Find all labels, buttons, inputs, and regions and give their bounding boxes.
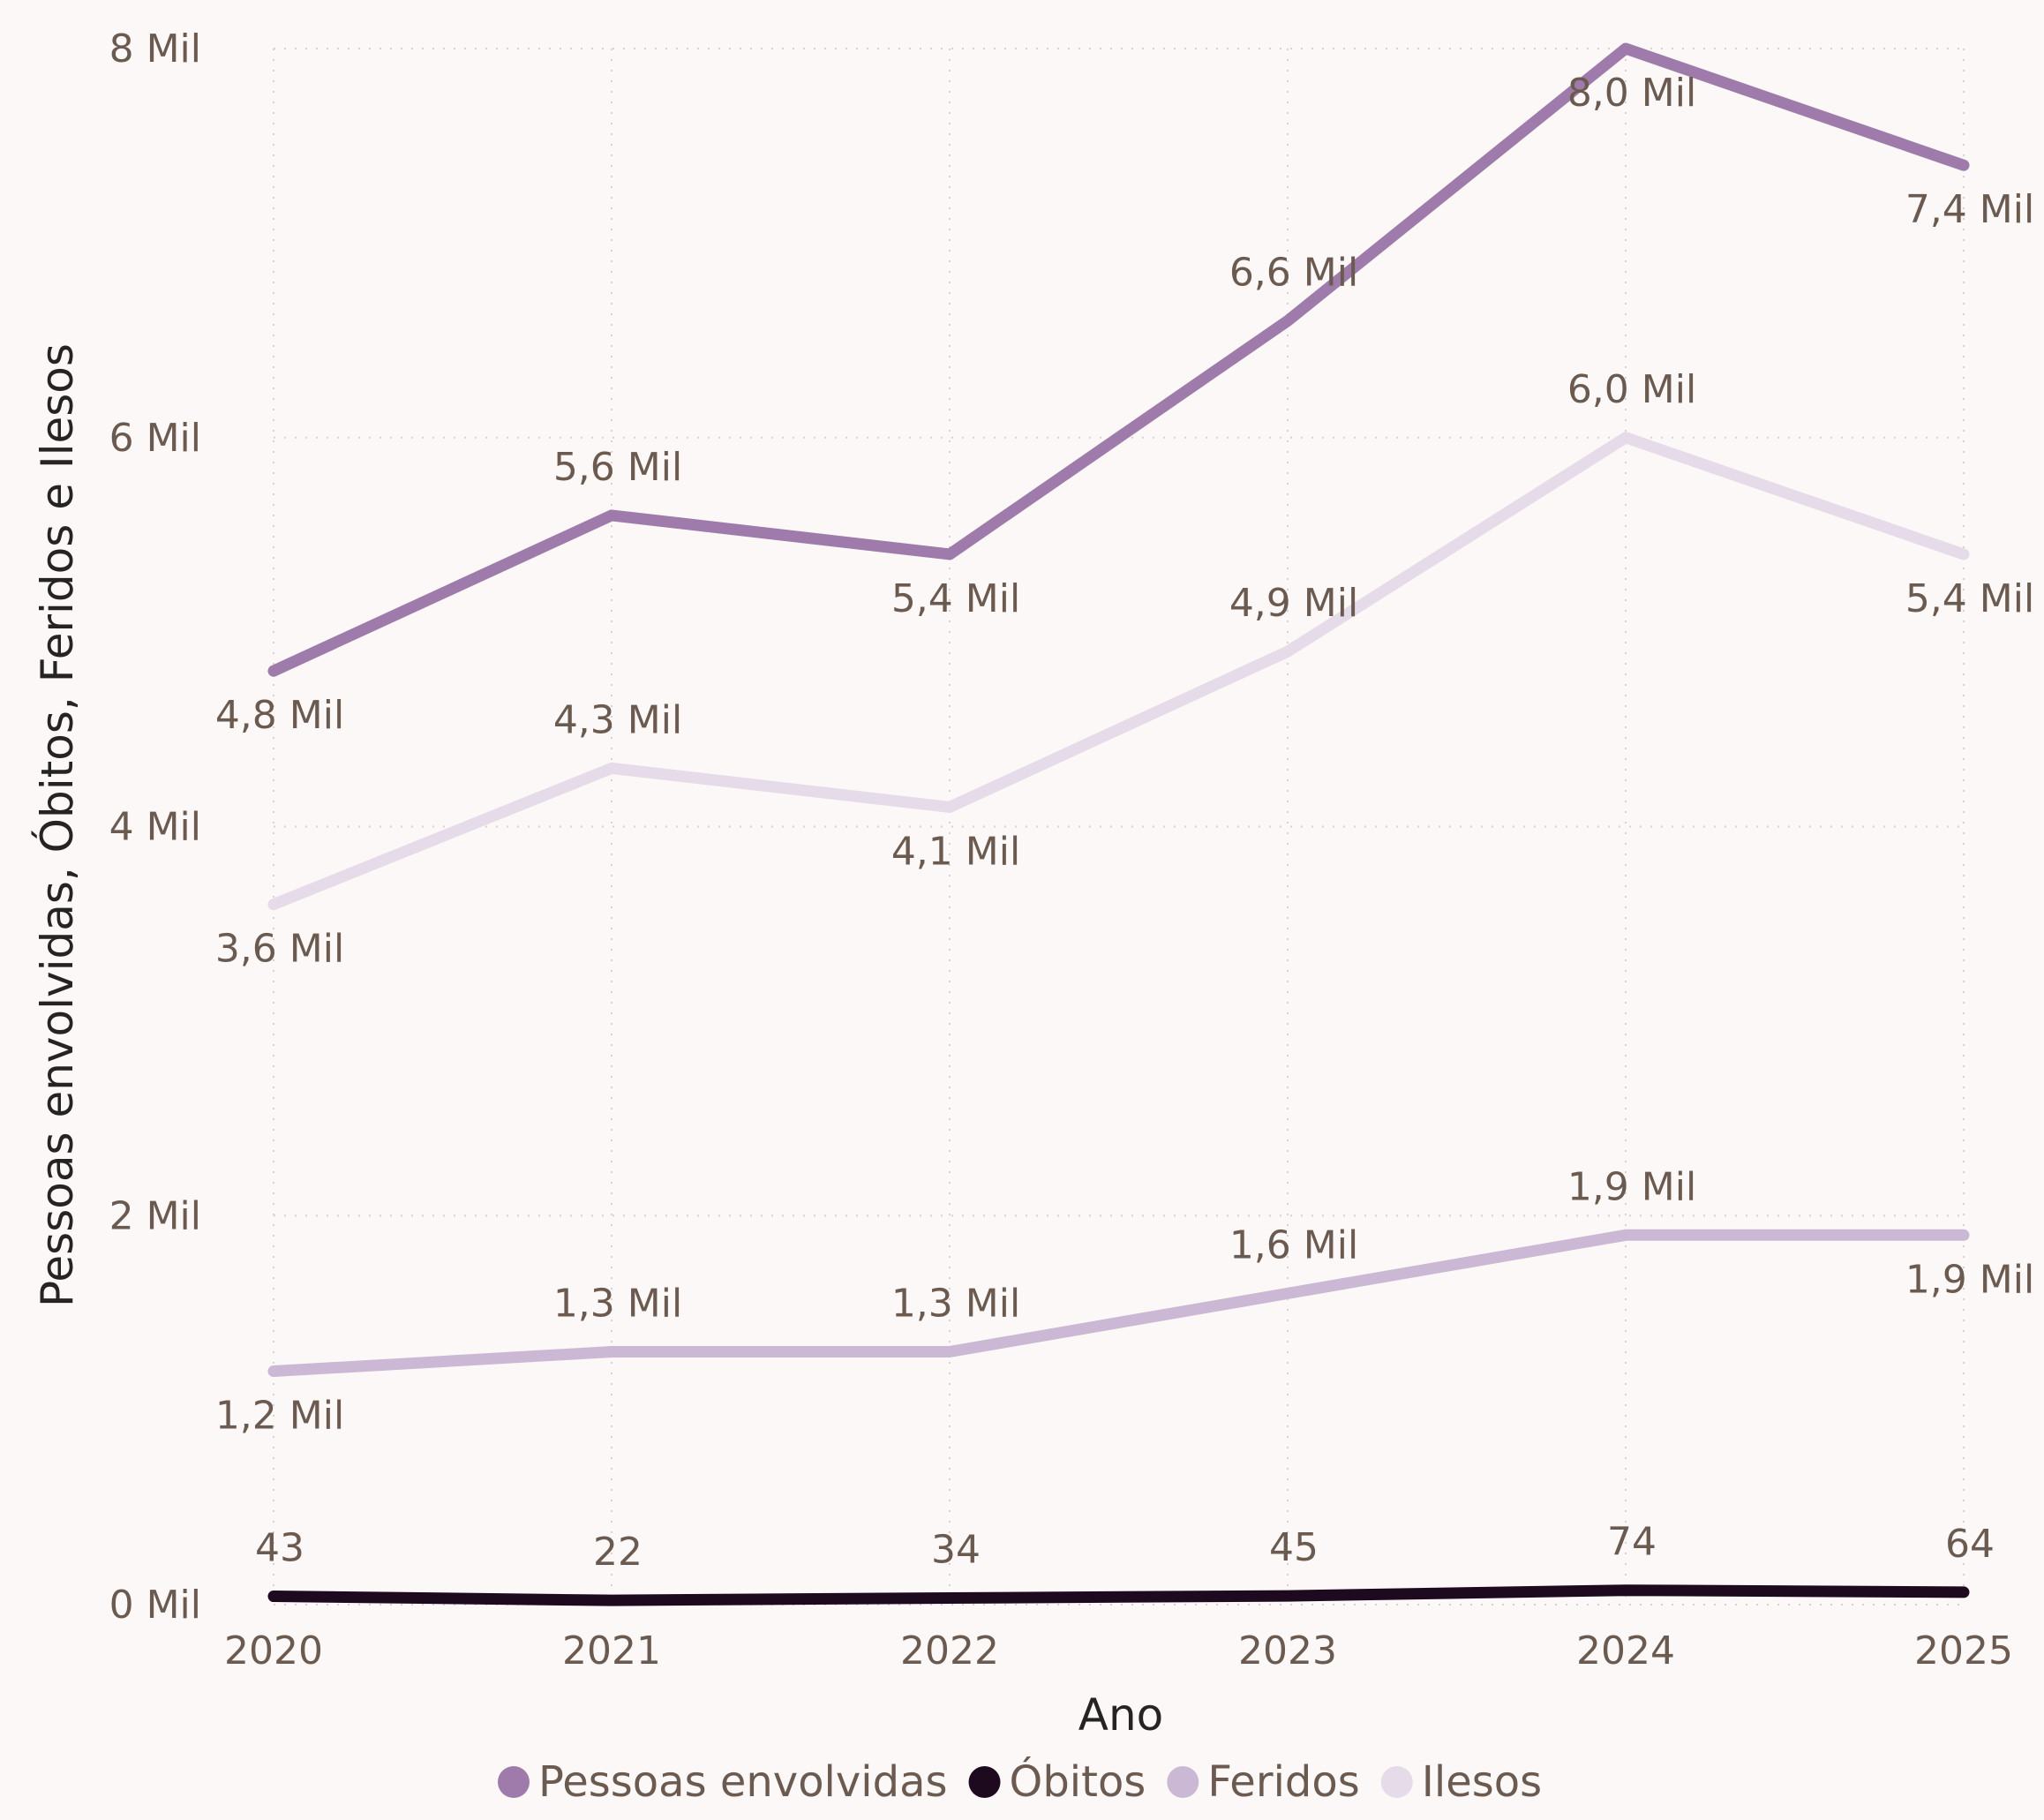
series-line-0: [267, 42, 1970, 677]
x-axis: 2020 2021 2022 2023 2024 2025: [224, 1628, 2013, 1673]
data-label: 4,3 Mil: [553, 697, 682, 742]
y-tick-label: 2 Mil: [109, 1193, 201, 1238]
data-label: 6,0 Mil: [1567, 367, 1696, 412]
data-label: 5,4 Mil: [1905, 576, 2034, 621]
data-label: 1,6 Mil: [1229, 1222, 1358, 1267]
legend-label: Óbitos: [1010, 1756, 1146, 1807]
x-tick-label: 2022: [900, 1628, 999, 1673]
series-line-2: [267, 1229, 1970, 1378]
y-tick-label: 8 Mil: [109, 26, 201, 71]
legend-label: Feridos: [1207, 1757, 1359, 1807]
legend-marker: [968, 1766, 1001, 1798]
y-tick-label: 6 Mil: [109, 416, 201, 461]
legend: Pessoas envolvidas Óbitos Feridos Ilesos: [498, 1756, 1542, 1807]
x-tick-label: 2021: [562, 1628, 661, 1673]
data-label: 34: [931, 1528, 981, 1573]
legend-label: Pessoas envolvidas: [538, 1757, 948, 1807]
data-label: 1,3 Mil: [891, 1282, 1020, 1327]
data-label: 74: [1607, 1520, 1657, 1565]
gridlines: [273, 48, 1965, 1606]
data-labels: 4,8 Mil 5,6 Mil 5,4 Mil 6,6 Mil 8,0 Mil 7,4 M…: [215, 71, 2034, 1575]
data-label: 64: [1945, 1522, 1995, 1567]
data-label: 3,6 Mil: [215, 927, 344, 972]
x-tick-label: 2024: [1576, 1628, 1675, 1673]
legend-marker: [1380, 1766, 1413, 1798]
y-tick-label: 4 Mil: [109, 805, 201, 850]
x-axis-title: Ano: [1078, 1689, 1163, 1741]
legend-marker: [498, 1766, 530, 1798]
series-line-1: [267, 1584, 1970, 1606]
data-label: 22: [593, 1530, 643, 1575]
x-tick-label: 2020: [224, 1628, 323, 1673]
data-label: 1,2 Mil: [215, 1394, 344, 1439]
data-label: 4,9 Mil: [1229, 581, 1358, 626]
data-label: 8,0 Mil: [1567, 71, 1696, 116]
y-tick-label: 0 Mil: [109, 1583, 201, 1628]
data-label: 6,6 Mil: [1229, 251, 1358, 296]
data-label: 4,1 Mil: [891, 829, 1020, 874]
series-line-3: [267, 432, 1970, 911]
y-axis: 0 Mil 2 Mil 4 Mil 6 Mil 8 Mil: [109, 26, 201, 1628]
x-tick-label: 2023: [1238, 1628, 1337, 1673]
x-tick-label: 2025: [1914, 1628, 2013, 1673]
legend-marker: [1167, 1766, 1199, 1798]
data-label: 43: [255, 1526, 304, 1571]
data-label: 7,4 Mil: [1905, 187, 2034, 232]
data-label: 4,8 Mil: [215, 693, 344, 738]
y-axis-title: Pessoas envolvidas, Óbitos, Feridos e Il…: [31, 343, 83, 1307]
data-label: 5,4 Mil: [891, 576, 1020, 621]
data-label: 1,3 Mil: [553, 1282, 682, 1327]
legend-label: Ilesos: [1422, 1757, 1542, 1807]
data-label: 5,6 Mil: [553, 445, 682, 490]
data-label: 1,9 Mil: [1905, 1257, 2034, 1302]
series-lines: [267, 42, 1970, 1606]
data-label: 1,9 Mil: [1567, 1164, 1696, 1209]
data-label: 45: [1269, 1525, 1319, 1570]
